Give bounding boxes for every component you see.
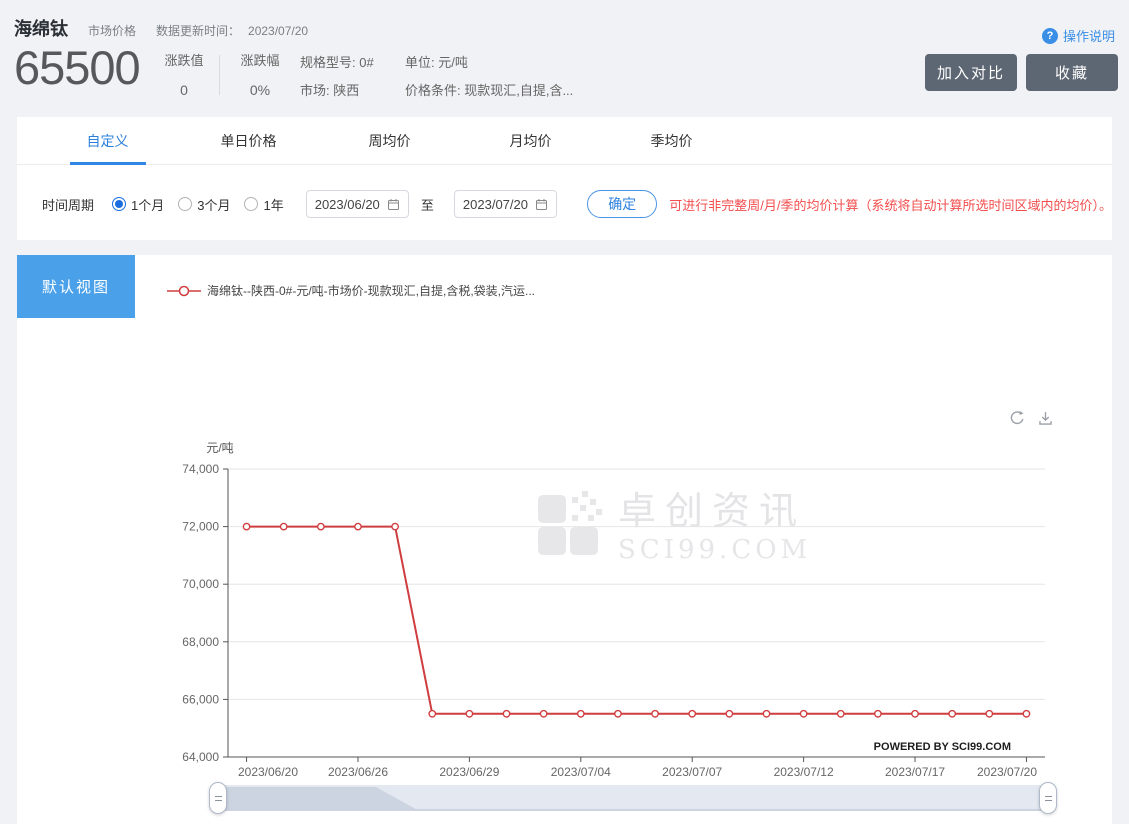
date-from-value: 2023/06/20 xyxy=(314,196,380,212)
radio-label: 3个月 xyxy=(197,197,231,213)
current-price: 65500 xyxy=(14,41,141,94)
update-time-value: 2023/07/20 xyxy=(248,24,309,38)
calendar-icon xyxy=(387,198,399,210)
tab-custom[interactable]: 自定义 xyxy=(37,117,178,165)
change-label: 涨跌值 xyxy=(164,53,204,68)
svg-text:72,000: 72,000 xyxy=(182,520,219,534)
legend-marker-icon xyxy=(167,285,201,296)
svg-text:70,000: 70,000 xyxy=(182,577,219,591)
radio-1-month[interactable]: 1个月 xyxy=(112,195,164,214)
refresh-icon[interactable] xyxy=(1008,410,1025,427)
radio-3-month[interactable]: 3个月 xyxy=(178,195,230,214)
svg-text:2023/07/17: 2023/07/17 xyxy=(885,765,945,779)
svg-text:元/吨: 元/吨 xyxy=(206,441,233,455)
change-value: 0 xyxy=(180,82,188,98)
svg-text:2023/07/20: 2023/07/20 xyxy=(977,765,1037,779)
tab-monthly-avg[interactable]: 月均价 xyxy=(460,117,601,164)
period-label: 时间周期 xyxy=(42,197,95,213)
date-from-input[interactable]: 2023/06/20 xyxy=(305,190,409,218)
add-compare-button[interactable]: 加入对比 xyxy=(925,54,1017,91)
update-time-label: 数据更新时间： xyxy=(156,24,241,38)
tabs-filter-panel: 自定义 单日价格 周均价 月均价 季均价 时间周期 1个月 3个月 1年 xyxy=(17,117,1112,240)
datazoom-slider[interactable] xyxy=(209,782,1057,814)
spec-market-block: 规格型号: 0# 市场: 陕西 xyxy=(300,49,374,105)
svg-text:64,000: 64,000 xyxy=(182,750,219,764)
tab-daily-price[interactable]: 单日价格 xyxy=(178,117,319,164)
price-condition-label: 价格条件: 现款现汇,自提,含... xyxy=(405,83,574,98)
tab-quarterly-avg[interactable]: 季均价 xyxy=(601,117,742,164)
radio-icon xyxy=(178,197,193,211)
radio-icon xyxy=(244,197,259,211)
radio-label: 1个月 xyxy=(131,197,165,213)
favorite-button[interactable]: 收藏 xyxy=(1026,54,1118,91)
legend-label: 海绵钛--陕西-0#-元/吨-市场价-现款现汇,自提,含税,袋装,汽运... xyxy=(207,284,535,298)
svg-text:68,000: 68,000 xyxy=(182,635,219,649)
vertical-divider xyxy=(219,55,220,95)
filter-hint-text: 可进行非完整周/月/季的均价计算（系统将自动计算所选时间区域内的均价）。 xyxy=(669,197,1112,213)
svg-text:66,000: 66,000 xyxy=(182,692,219,706)
datazoom-data-shadow xyxy=(218,787,1048,811)
change-pct-label: 涨跌幅 xyxy=(240,53,280,68)
svg-text:74,000: 74,000 xyxy=(182,462,219,476)
svg-text:2023/07/07: 2023/07/07 xyxy=(662,765,722,779)
help-label: 操作说明 xyxy=(1062,29,1115,44)
price-line-chart[interactable]: 64,000 66,000 68,000 70,000 72,000 74,000 2023… xyxy=(150,430,1070,792)
unit-condition-block: 单位: 元/吨 价格条件: 现款现汇,自提,含... xyxy=(405,49,573,105)
active-tab-underline xyxy=(69,162,146,165)
question-icon: ? xyxy=(1041,27,1058,44)
radio-selected-icon xyxy=(112,197,127,211)
chart-panel: 默认视图 海绵钛--陕西-0#-元/吨-市场价-现款现汇,自提,含税,袋装,汽运… xyxy=(17,255,1112,824)
download-icon[interactable] xyxy=(1037,410,1054,427)
tab-label: 月均价 xyxy=(509,132,552,149)
header-title-row: 海绵钛 市场价格 数据更新时间： 2023/07/20 xyxy=(14,15,308,41)
date-to-input[interactable]: 2023/07/20 xyxy=(453,190,558,218)
default-view-button[interactable]: 默认视图 xyxy=(17,255,135,318)
confirm-button[interactable]: 确定 xyxy=(587,190,658,218)
chart-toolbox xyxy=(1008,410,1054,427)
radio-label: 1年 xyxy=(263,197,284,213)
category-label: 市场价格 xyxy=(88,24,137,38)
change-pct-value: 0% xyxy=(249,82,271,98)
calendar-icon xyxy=(536,198,548,210)
tab-label: 自定义 xyxy=(86,132,129,149)
tab-label: 周均价 xyxy=(368,132,411,149)
tab-weekly-avg[interactable]: 周均价 xyxy=(319,117,460,164)
tab-bar: 自定义 单日价格 周均价 月均价 季均价 xyxy=(17,117,1112,165)
legend-item[interactable]: 海绵钛--陕西-0#-元/吨-市场价-现款现汇,自提,含税,袋装,汽运... xyxy=(167,282,535,299)
help-link[interactable]: ? 操作说明 xyxy=(1041,26,1115,45)
change-pct-block: 涨跌幅 0% xyxy=(228,50,292,98)
change-block: 涨跌值 0 xyxy=(152,50,216,98)
spec-label: 规格型号: 0# xyxy=(300,55,374,70)
tab-label: 季均价 xyxy=(650,132,693,149)
powered-by-label: POWERED BY SCI99.COM xyxy=(873,741,1011,753)
unit-label: 单位: 元/吨 xyxy=(405,55,468,70)
datazoom-right-handle[interactable] xyxy=(1039,782,1057,814)
svg-text:2023/07/04: 2023/07/04 xyxy=(551,765,611,779)
to-label: 至 xyxy=(420,197,434,213)
datazoom-left-handle[interactable] xyxy=(209,782,227,814)
svg-text:2023/07/12: 2023/07/12 xyxy=(774,765,834,779)
svg-text:2023/06/20: 2023/06/20 xyxy=(238,765,298,779)
svg-text:2023/06/29: 2023/06/29 xyxy=(439,765,499,779)
date-to-value: 2023/07/20 xyxy=(462,196,528,212)
page-title: 海绵钛 xyxy=(14,19,68,39)
tab-label: 单日价格 xyxy=(220,132,277,149)
radio-1-year[interactable]: 1年 xyxy=(244,195,284,214)
market-label: 市场: 陕西 xyxy=(300,83,360,98)
svg-text:2023/06/26: 2023/06/26 xyxy=(328,765,388,779)
time-filter-row: 时间周期 1个月 3个月 1年 2023/06/20 至 2023/07/20 xyxy=(17,165,1112,218)
